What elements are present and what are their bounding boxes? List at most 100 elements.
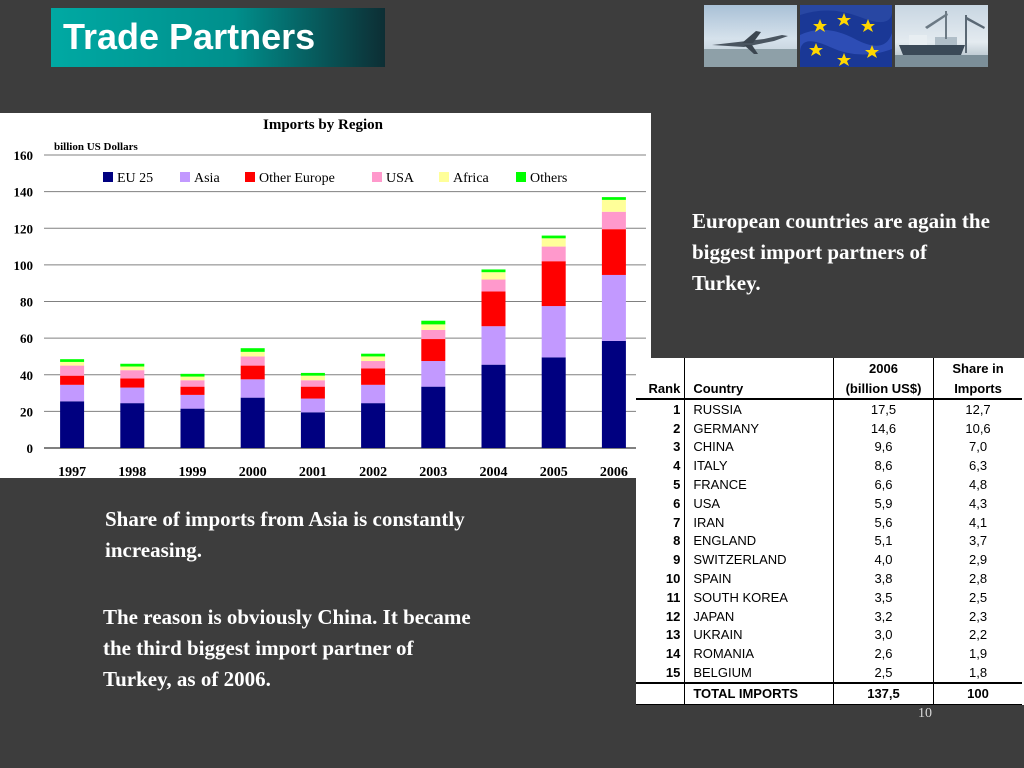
bar-segment-usa-2002 [361,361,386,369]
bar-segment-asia-2000 [240,379,265,398]
bar-segment-other-europe-2000 [240,365,265,380]
x-tick-label: 2000 [239,465,267,478]
bar-segment-usa-2004 [481,279,506,292]
bar-segment-asia-2005 [541,306,566,358]
header-spacer-rank [636,358,686,378]
legend-item: Africa [439,171,490,186]
header-share-bottom: Imports [933,378,1022,400]
value-cell: 8,6 [833,456,935,476]
bar-segment-usa-2006 [601,211,626,230]
rank-cell: 12 [636,606,686,626]
bar-segment-others-2003 [421,320,446,325]
bar-segment-others-2004 [481,269,506,273]
note-china: The reason is obviously China. It became… [103,605,471,691]
share-cell: 3,7 [968,533,988,549]
bar-segment-asia-2004 [481,326,506,365]
header-spacer-country [684,358,834,378]
legend-item: EU 25 [103,171,153,186]
header-rank: Rank [636,378,686,400]
share-cell: 10,6 [965,420,991,436]
legend-item: USA [372,171,415,186]
bar-segment-usa-2001 [300,380,325,387]
share-cell: 6,3 [968,458,988,474]
table-row: 12 JAPAN 3,2 2,3 [636,606,1022,626]
bar-segment-other-europe-2002 [361,368,386,385]
rank-cell: 3 [636,437,686,457]
bar-segment-others-2002 [361,353,386,357]
bar-segment-eu-25-2004 [481,364,506,448]
legend-swatch [372,172,382,182]
table-row: 14 ROMANIA 2,6 1,9 [636,644,1022,664]
imports-chart: Imports by Region billion US Dollars 0 20… [0,113,651,478]
legend-item: Asia [180,171,220,186]
bar-segment-usa-1997 [60,365,85,376]
legend-item: Other Europe [245,171,335,186]
bar-segment-asia-1997 [60,384,85,402]
share-cell: 12,7 [965,401,991,417]
y-tick-label: 60 [20,331,33,346]
bar-segment-africa-2000 [240,351,265,357]
share-cell: 4,3 [968,495,988,511]
table-row: 7 IRAN 5,6 4,1 [636,512,1022,532]
bar-segment-eu-25-1999 [180,408,205,448]
value-cell: 3,0 [833,625,935,645]
country-cell: USA [684,493,834,513]
share-cell: 1,9 [968,646,988,662]
value-cell: 17,5 [833,399,935,419]
y-tick-label: 100 [14,258,34,273]
bar-segment-eu-25-2002 [361,403,386,448]
value-cell: 6,6 [833,475,935,494]
rank-cell: 2 [636,418,686,438]
legend-swatch [103,172,113,182]
y-tick-label: 140 [14,185,34,200]
share-cell: 4,1 [968,514,988,530]
bar-segment-other-europe-1999 [180,386,205,395]
bar-segment-usa-1998 [120,370,145,379]
table-row: 5 FRANCE 6,6 4,8 [636,475,1022,494]
rank-cell: 13 [636,625,686,645]
bar-segment-africa-2001 [300,375,325,381]
total-rank-cell [636,681,686,705]
country-cell: ROMANIA [684,644,834,664]
country-cell: ITALY [684,456,834,476]
table-row: 4 ITALY 8,6 6,3 [636,456,1022,476]
bar-segment-usa-2003 [421,329,446,340]
value-cell: 5,9 [833,493,935,513]
share-cell: 4,8 [968,477,988,493]
bar-segment-eu-25-2001 [300,412,325,448]
rank-cell: 4 [636,456,686,476]
legend-label: Other Europe [259,171,335,186]
share-cell: 2,9 [968,552,988,568]
country-cell: SWITZERLAND [684,550,834,570]
x-tick-label: 2004 [480,465,508,478]
total-value: 137,5 [833,681,935,705]
x-tick-labels: 1997 1998 1999 2000 2001 2002 2003 2004 2005 2006 [58,465,628,478]
table-row: 11 SOUTH KOREA 3,5 2,5 [636,587,1022,607]
country-cell: CHINA [684,437,834,457]
y-tick-label: 160 [14,148,34,163]
rank-cell: 15 [636,663,686,683]
rank-cell: 1 [636,399,686,419]
x-tick-label: 1997 [58,465,86,478]
table-row: 15 BELGIUM 2,5 1,8 [636,663,1022,683]
bar-segment-eu-25-2000 [240,397,265,448]
table-row: 10 SPAIN 3,8 2,8 [636,569,1022,588]
value-cell: 2,6 [833,644,935,664]
header-share-top: Share in [952,360,1004,376]
bar-segment-asia-2001 [300,398,325,413]
table-body: 1 RUSSIA 17,5 12,7 2 GERMANY 14,6 10,6 3 CHINA 9,6… [636,399,1022,683]
bars [60,197,626,448]
y-tick-label: 120 [14,221,34,236]
bar-segment-asia-2006 [601,274,626,341]
bar-segment-eu-25-2006 [601,340,626,448]
bar-segment-eu-25-1998 [120,403,145,448]
value-cell: 5,6 [833,512,935,532]
legend-swatch [245,172,255,182]
table-row: 2 GERMANY 14,6 10,6 [636,418,1022,438]
value-cell: 14,6 [833,418,935,438]
country-cell: FRANCE [684,475,834,494]
bar-segment-usa-1999 [180,380,205,387]
bar-segment-eu-25-2003 [421,386,446,448]
rank-cell: 11 [636,587,686,607]
bar-segment-asia-1998 [120,387,145,404]
